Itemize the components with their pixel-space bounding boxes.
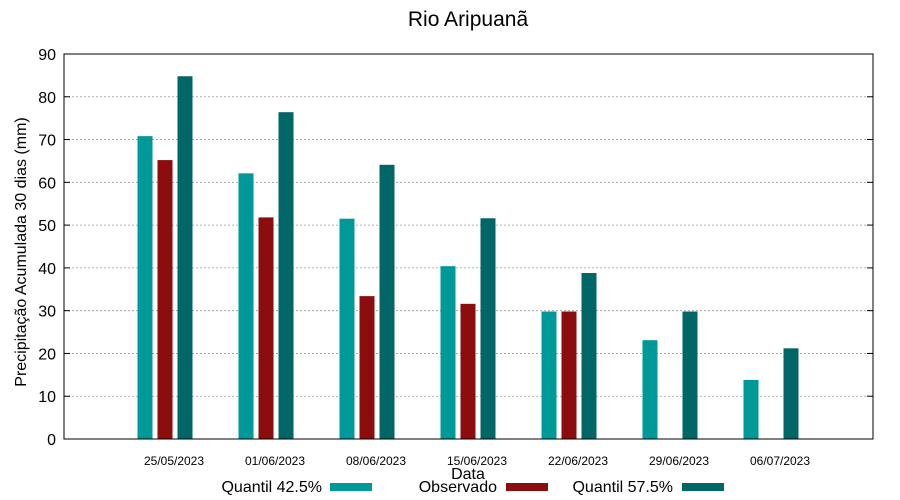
bar-observado bbox=[460, 303, 476, 439]
legend-swatch bbox=[506, 483, 548, 491]
y-tick-label: 0 bbox=[47, 432, 56, 449]
bar-quantil-42-5 bbox=[642, 340, 658, 439]
legend-swatch bbox=[330, 483, 372, 491]
bar-quantil-57-5 bbox=[783, 348, 799, 439]
y-tick-label: 40 bbox=[38, 261, 56, 278]
y-tick-label: 90 bbox=[38, 47, 56, 64]
legend: Quantil 42.5% Observado Quantil 57.5% bbox=[221, 479, 724, 496]
x-axis-ticks: 25/05/2023 01/06/2023 08/06/2023 15/06/2023… bbox=[144, 454, 810, 468]
y-tick-label: 70 bbox=[38, 133, 56, 150]
bar-quantil-57-5 bbox=[480, 218, 496, 439]
plot-frame bbox=[63, 53, 874, 440]
bar-quantil-57-5 bbox=[177, 76, 193, 439]
bar-observado bbox=[359, 296, 375, 439]
y-tick-label: 30 bbox=[38, 304, 56, 321]
y-tick-label: 60 bbox=[38, 175, 56, 192]
bar-quantil-42-5 bbox=[137, 136, 153, 439]
x-tick-label: 25/05/2023 bbox=[144, 454, 204, 468]
legend-label: Quantil 42.5% bbox=[221, 479, 322, 496]
y-tick-label: 20 bbox=[38, 346, 56, 363]
y-tick-label: 10 bbox=[38, 389, 56, 406]
x-tick-label: 22/06/2023 bbox=[548, 454, 608, 468]
bar-quantil-57-5 bbox=[682, 311, 698, 439]
y-tick-label: 80 bbox=[38, 90, 56, 107]
bar-quantil-42-5 bbox=[339, 218, 355, 439]
bar-quantil-57-5 bbox=[278, 112, 294, 439]
bar-observado bbox=[561, 311, 577, 439]
bar-quantil-57-5 bbox=[379, 164, 395, 440]
x-tick-label: 01/06/2023 bbox=[245, 454, 305, 468]
y-axis-label: Precipitação Acumulada 30 dias (mm) bbox=[13, 117, 30, 386]
bar-observado bbox=[157, 160, 173, 440]
bar-quantil-42-5 bbox=[743, 379, 759, 439]
bars-group bbox=[137, 76, 799, 440]
x-axis-label: Data bbox=[451, 466, 485, 483]
legend-label: Quantil 57.5% bbox=[572, 479, 673, 496]
legend-label: Observado bbox=[419, 479, 497, 496]
bar-quantil-42-5 bbox=[541, 311, 557, 439]
bar-quantil-42-5 bbox=[440, 266, 456, 439]
x-tick-label: 06/07/2023 bbox=[750, 454, 810, 468]
bar-quantil-42-5 bbox=[238, 173, 254, 439]
x-tick-label: 15/06/2023 bbox=[447, 454, 507, 468]
y-axis-ticks: 0 10 20 30 40 50 60 70 80 90 bbox=[38, 47, 873, 449]
x-tick-label: 08/06/2023 bbox=[346, 454, 406, 468]
chart-title: Rio Aripuanã bbox=[408, 8, 529, 31]
legend-swatch bbox=[682, 483, 724, 491]
y-tick-label: 50 bbox=[38, 218, 56, 235]
bar-observado bbox=[258, 217, 274, 439]
x-tick-label: 29/06/2023 bbox=[649, 454, 709, 468]
bar-quantil-57-5 bbox=[581, 273, 597, 439]
